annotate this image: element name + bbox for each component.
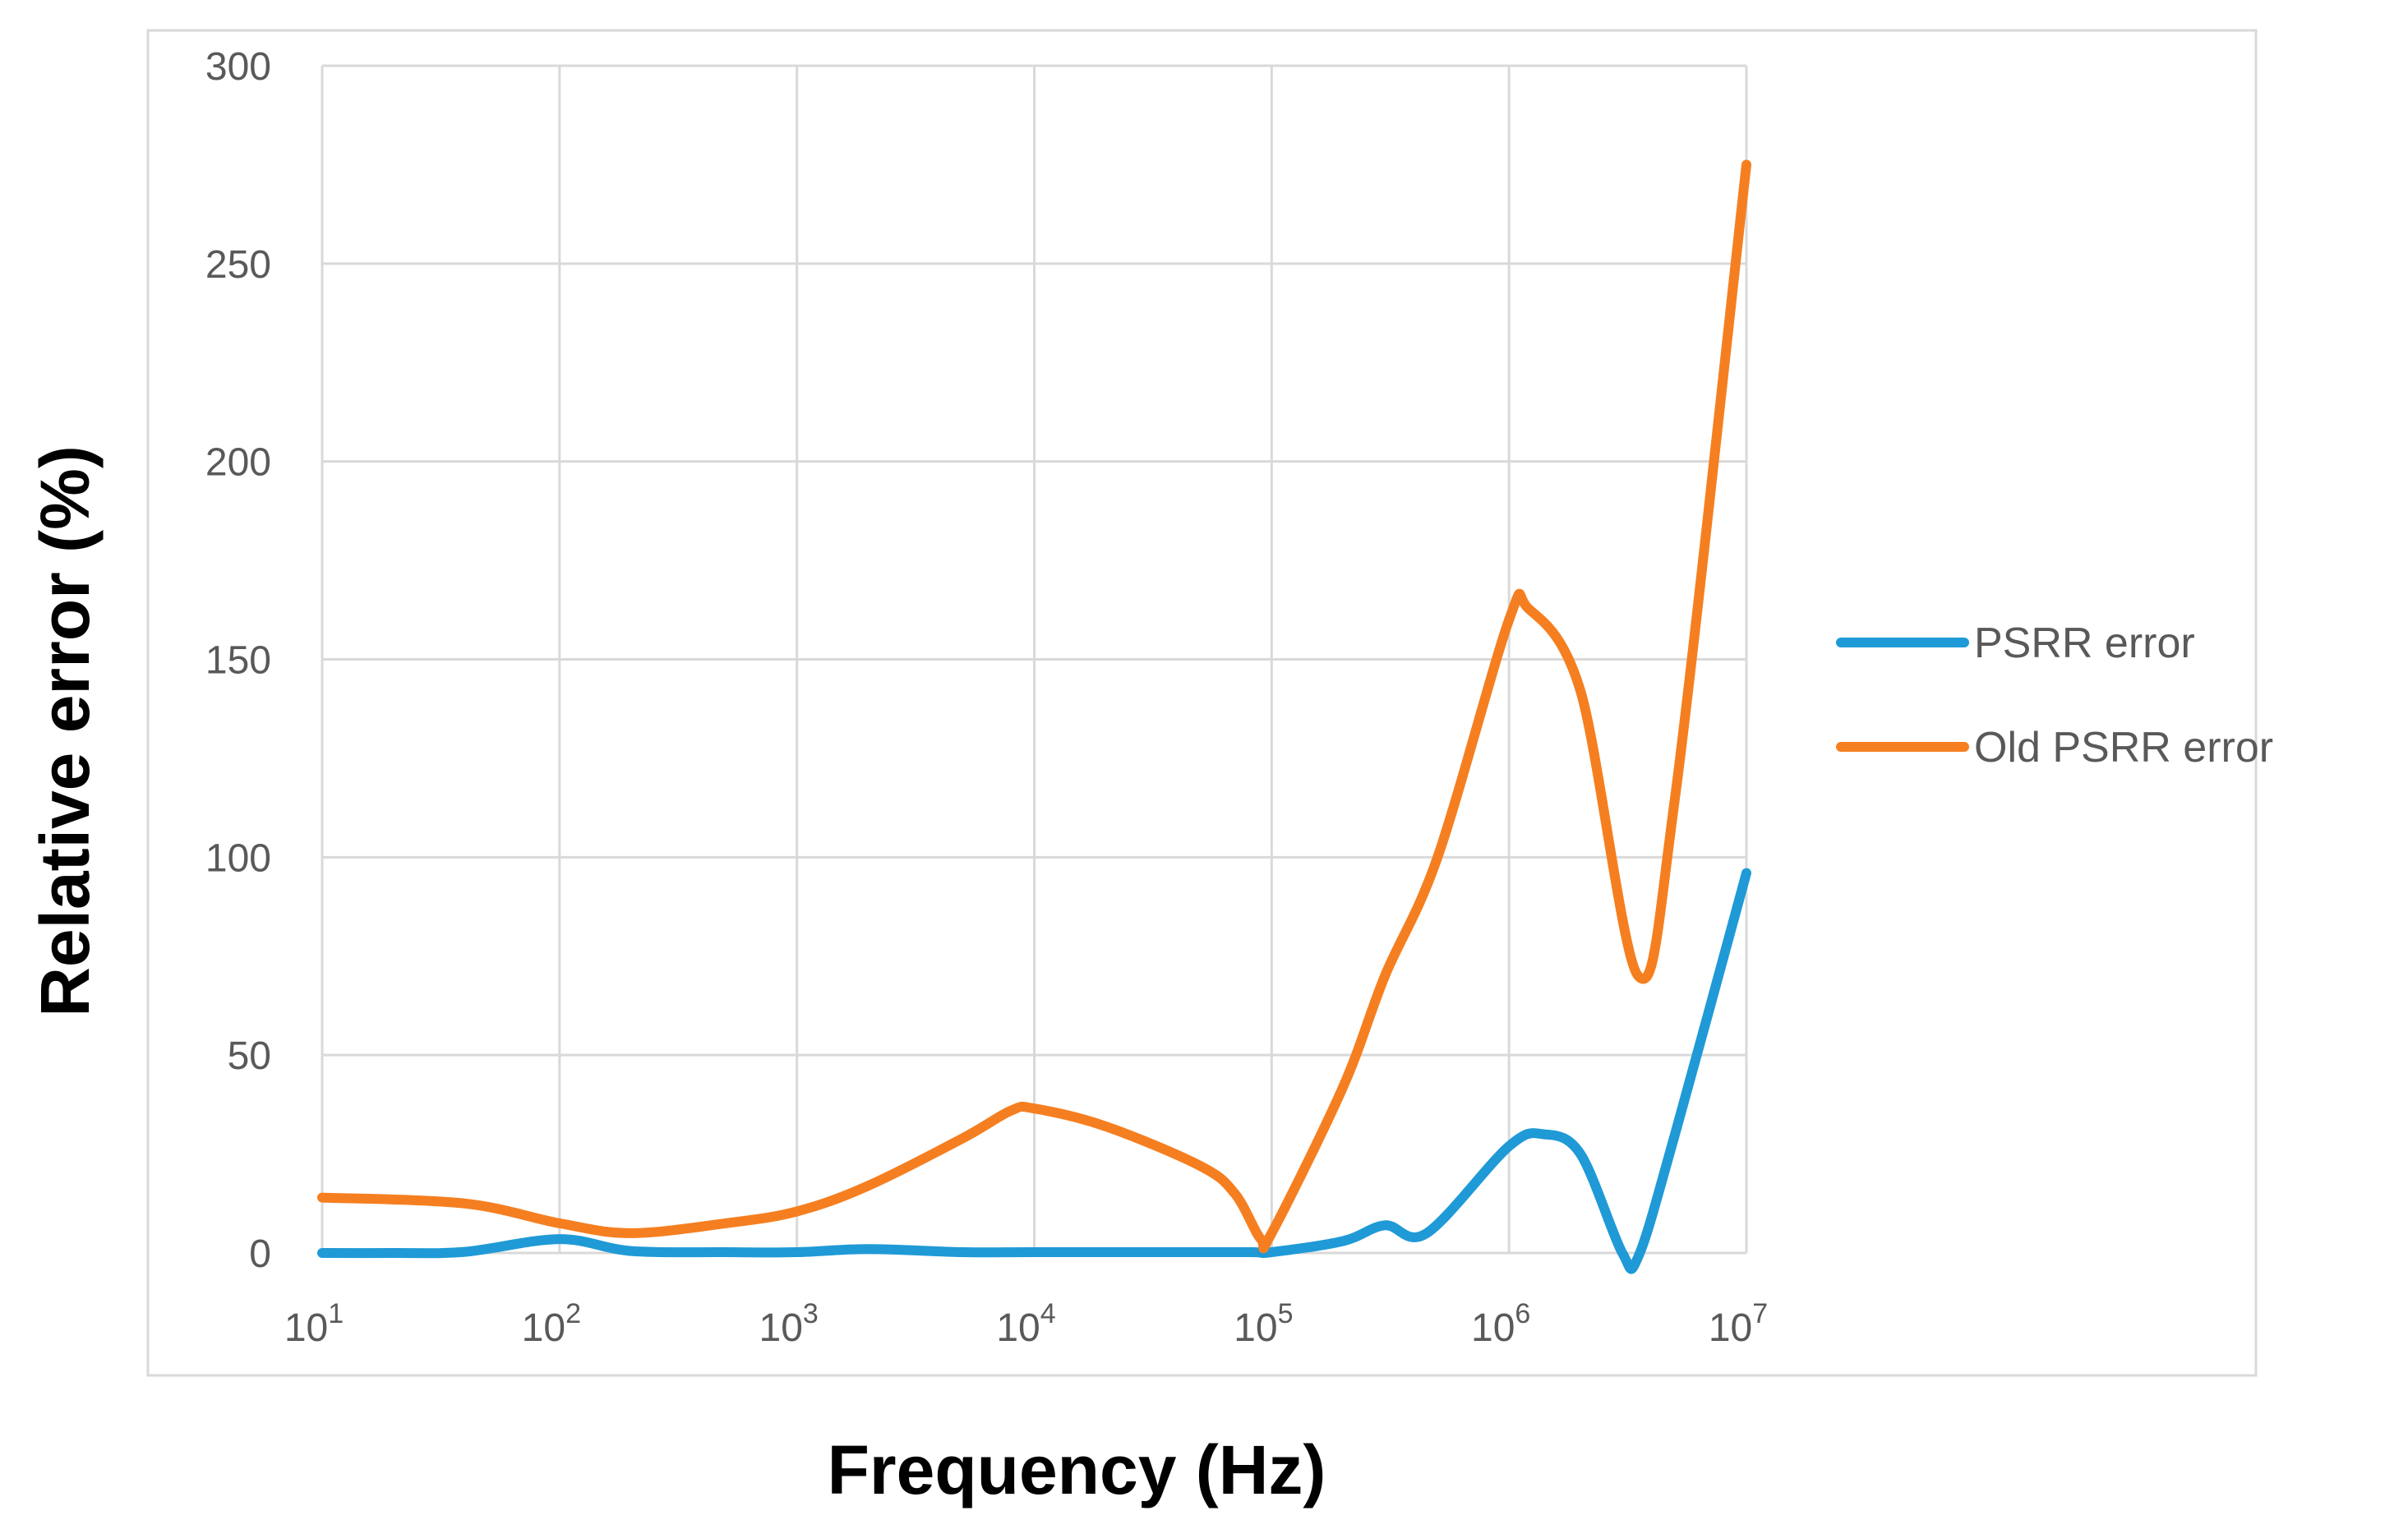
y-tick-label-0: 0 bbox=[249, 1232, 271, 1276]
legend-label-1: Old PSRR error bbox=[1974, 724, 2273, 772]
y-tick-label-5: 250 bbox=[205, 243, 271, 287]
x-axis-title: Frequency (Hz) bbox=[828, 1431, 1326, 1508]
legend: PSRR error Old PSRR error bbox=[1836, 620, 2273, 772]
series-line-0 bbox=[317, 868, 1751, 1274]
y-tick-label-6: 300 bbox=[205, 45, 271, 89]
series-lines bbox=[317, 159, 1751, 1274]
x-tick-label-2: 103 bbox=[759, 1298, 819, 1350]
x-tick-label-6: 107 bbox=[1709, 1298, 1768, 1350]
gridlines bbox=[321, 64, 1748, 1255]
x-tick-label-0: 101 bbox=[284, 1298, 344, 1350]
x-tick-label-1: 102 bbox=[522, 1298, 581, 1350]
x-tick-label-3: 104 bbox=[996, 1298, 1055, 1350]
y-tick-label-2: 100 bbox=[205, 836, 271, 880]
y-tick-label-1: 50 bbox=[228, 1034, 271, 1078]
x-tick-label-5: 106 bbox=[1471, 1298, 1530, 1350]
x-tick-label-4: 105 bbox=[1234, 1298, 1293, 1350]
chart-frame bbox=[146, 29, 2258, 1377]
y-axis-title: Relative error (%) bbox=[26, 445, 104, 1017]
x-axis-tick-labels: 101 102 103 104 105 106 107 bbox=[284, 1298, 1768, 1350]
y-tick-label-3: 150 bbox=[205, 639, 271, 683]
legend-label-0: PSRR error bbox=[1974, 620, 2195, 667]
y-tick-label-4: 200 bbox=[205, 441, 271, 485]
series-line-1 bbox=[317, 159, 1751, 1254]
y-axis-tick-labels: 0 50 100 150 200 250 300 bbox=[205, 45, 271, 1276]
